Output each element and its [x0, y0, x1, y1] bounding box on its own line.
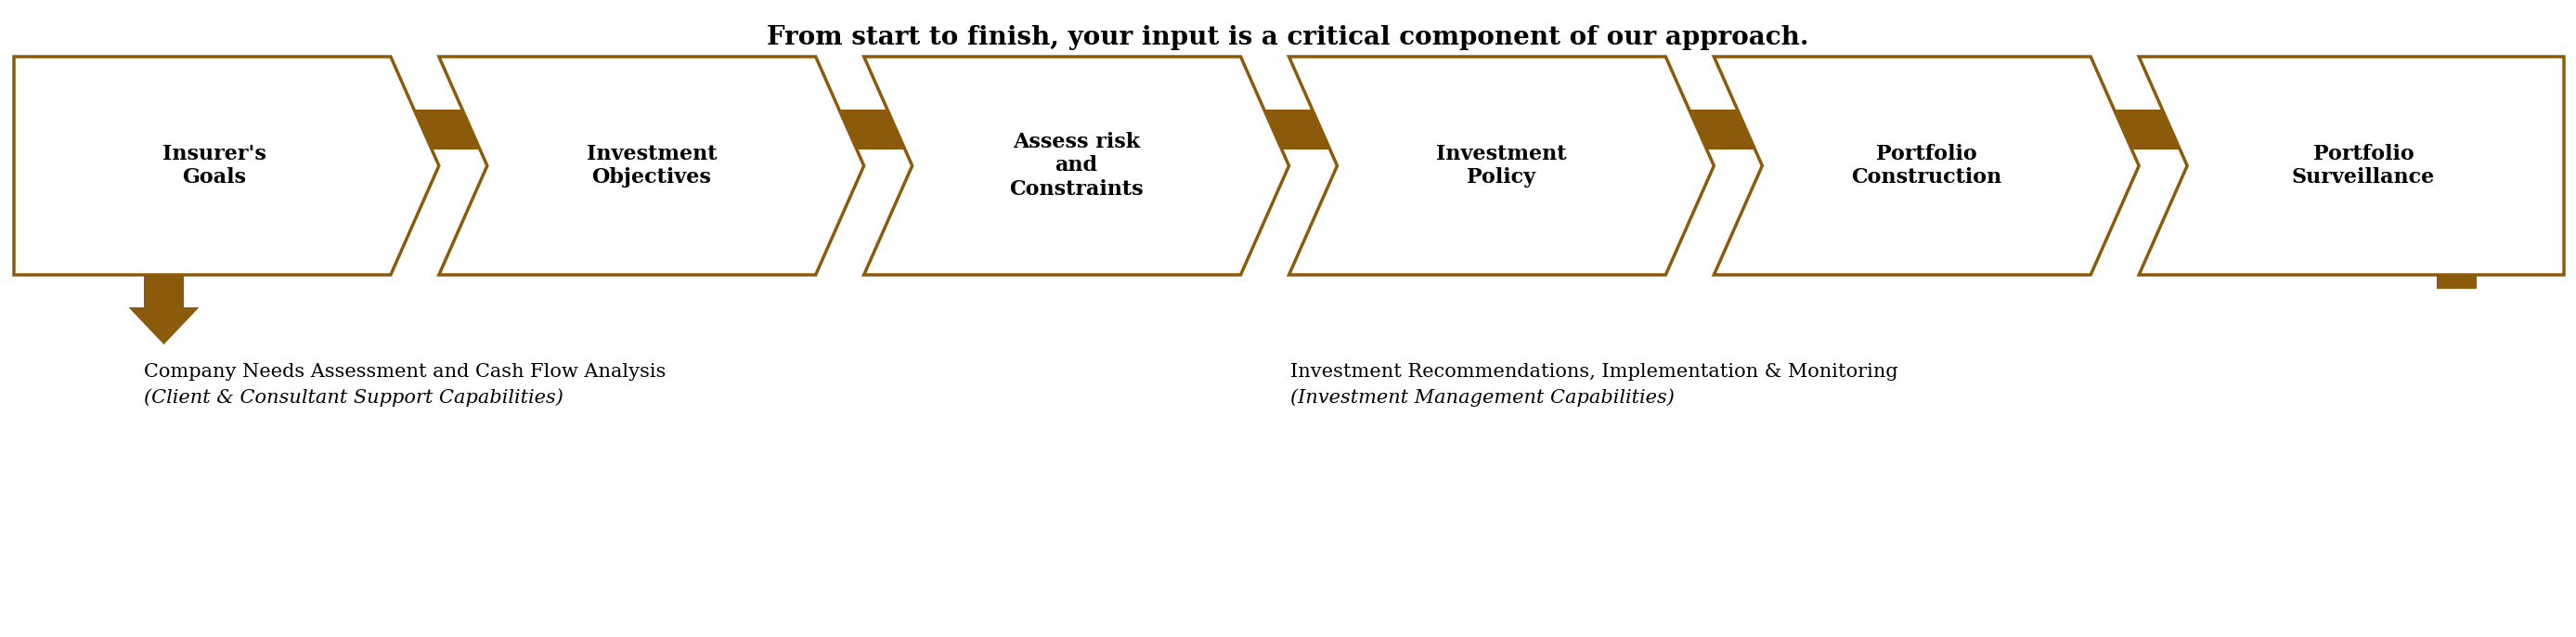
Text: Company Needs Assessment and Cash Flow Analysis: Company Needs Assessment and Cash Flow A… [144, 364, 667, 381]
Bar [144, 150, 183, 289]
Polygon shape [1288, 57, 1713, 275]
Bar [2437, 150, 2476, 289]
Text: Investment
Policy: Investment Policy [1437, 144, 1566, 188]
Text: Insurer's
Goals: Insurer's Goals [162, 144, 265, 188]
Text: Portfolio
Surveillance: Portfolio Surveillance [2293, 144, 2434, 188]
Polygon shape [438, 57, 863, 275]
Text: From start to finish, your input is a critical component of our approach.: From start to finish, your input is a cr… [768, 25, 1808, 50]
Text: Assess risk
and
Constraints: Assess risk and Constraints [1010, 132, 1144, 199]
Text: Investment Recommendations, Implementation & Monitoring: Investment Recommendations, Implementati… [1291, 364, 1899, 381]
Polygon shape [2138, 57, 2563, 275]
Polygon shape [129, 289, 198, 345]
Polygon shape [13, 57, 438, 275]
Polygon shape [1713, 57, 2138, 275]
Bar [144, 110, 2476, 150]
Text: (Investment Management Capabilities): (Investment Management Capabilities) [1291, 389, 1674, 406]
Text: Portfolio
Construction: Portfolio Construction [1852, 144, 2002, 188]
Text: Investment
Objectives: Investment Objectives [587, 144, 716, 188]
Polygon shape [863, 57, 1288, 275]
Text: (Client & Consultant Support Capabilities): (Client & Consultant Support Capabilitie… [144, 389, 564, 406]
